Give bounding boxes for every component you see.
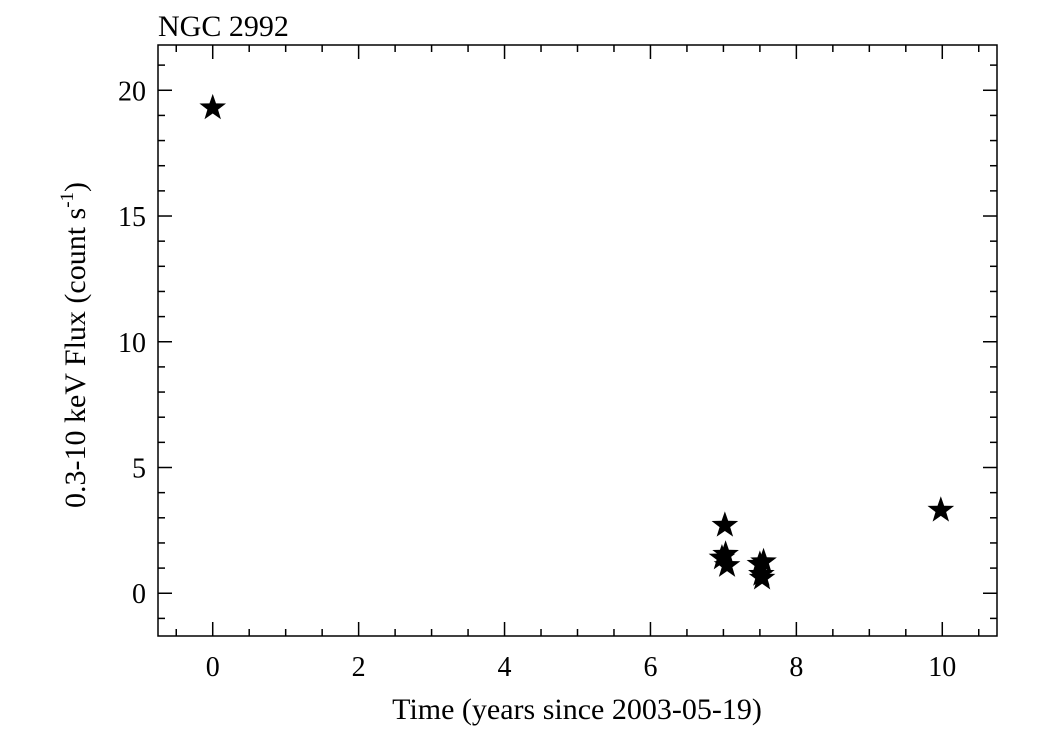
x-tick-label: 2 [352,652,366,683]
x-tick-label: 6 [643,652,657,683]
data-point-star [750,547,777,574]
data-point-star [711,511,739,537]
data-point-star [199,93,227,120]
y-tick-label: 15 [118,202,146,233]
y-tick-label: 0 [132,579,146,610]
y-axis-title: 0.3-10 keV Flux (count s-1) [57,182,92,508]
ticks [158,45,997,636]
y-axis-title-main: 0.3-10 keV Flux (count s [59,208,92,508]
data-point-star [927,496,955,522]
y-tick-label: 10 [118,328,146,359]
plot-frame [157,44,998,637]
x-axis-title: Time (years since 2003-05-19) [392,693,762,726]
x-tick-label: 10 [928,652,956,683]
data-points [199,93,955,590]
chart-title: NGC 2992 [158,10,289,43]
tick-labels: 0 2 4 6 8 10 0 5 10 15 20 [118,76,956,683]
y-axis-title-suffix: ) [59,182,92,192]
y-axis-title-superscript: -1 [57,192,78,208]
data-point-star [713,551,741,577]
x-tick-label: 0 [206,652,220,683]
data-point-star [748,564,776,590]
x-tick-label: 4 [498,652,512,683]
x-tick-label: 8 [789,652,803,683]
y-tick-label: 5 [132,454,146,485]
y-tick-label: 20 [118,76,146,107]
data-point-star [712,540,739,566]
